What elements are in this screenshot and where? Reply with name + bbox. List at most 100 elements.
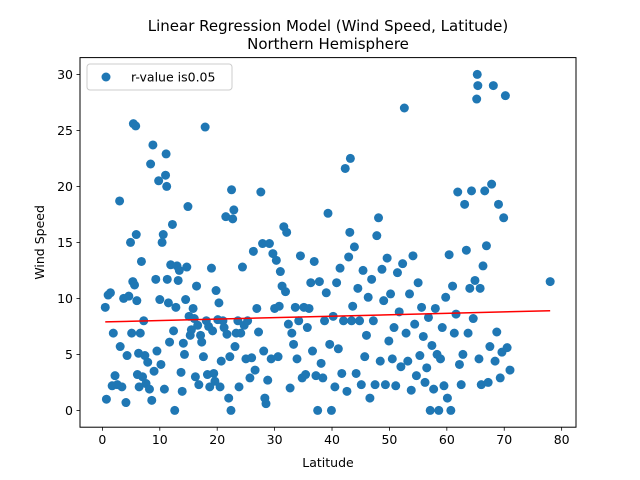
scatter-point <box>487 179 497 189</box>
scatter-point <box>451 309 461 319</box>
scatter-point <box>391 381 401 391</box>
scatter-point <box>158 230 168 240</box>
scatter-point <box>263 375 273 385</box>
scatter-point <box>465 283 475 293</box>
scatter-point <box>256 187 266 197</box>
scatter-point <box>161 149 171 159</box>
scatter-point <box>146 159 156 169</box>
scatter-point <box>194 380 204 390</box>
scatter-point <box>193 320 203 330</box>
scatter-point <box>365 393 375 403</box>
legend-label: r-value is0.05 <box>131 70 215 85</box>
scatter-point <box>418 331 428 341</box>
scatter-point <box>259 346 269 356</box>
y-tick-label: 10 <box>57 291 73 306</box>
scatter-point <box>429 384 439 394</box>
scatter-point <box>143 357 153 367</box>
scatter-point <box>403 356 413 366</box>
y-axis-ticks: 0 5 10 15 20 25 30 <box>57 67 80 418</box>
scatter-point <box>380 380 390 390</box>
scatter-point <box>505 365 515 375</box>
scatter-point <box>321 288 331 298</box>
scatter-point <box>446 405 456 415</box>
scatter-point <box>488 81 498 91</box>
scatter-point <box>386 289 396 299</box>
scatter-point <box>290 302 300 312</box>
scatter-point <box>171 302 181 312</box>
scatter-point <box>453 187 463 197</box>
scatter-point <box>136 256 146 266</box>
scatter-point <box>340 163 350 173</box>
scatter-point <box>162 181 172 191</box>
scatter-point <box>318 373 328 383</box>
scatter-point <box>167 219 177 229</box>
scatter-point <box>155 295 165 305</box>
scatter-point <box>355 316 365 326</box>
scatter-series <box>100 69 555 415</box>
scatter-point <box>441 292 451 302</box>
scatter-point <box>236 328 246 338</box>
scatter-point <box>169 326 179 336</box>
scatter-point <box>126 237 136 247</box>
legend-box <box>86 63 233 91</box>
scatter-point <box>130 280 140 290</box>
scatter-point <box>105 288 115 298</box>
scatter-point <box>387 354 397 364</box>
scatter-point <box>474 354 484 364</box>
scatter-point <box>292 354 302 364</box>
scatter-point <box>411 371 421 381</box>
scatter-point <box>216 356 226 366</box>
scatter-point <box>478 261 488 271</box>
scatter-point <box>472 94 482 104</box>
scatter-point <box>221 212 231 222</box>
scatter-point <box>306 278 316 288</box>
scatter-point <box>250 365 260 375</box>
scatter-point <box>417 302 427 312</box>
scatter-point <box>405 289 415 299</box>
scatter-point <box>448 281 458 291</box>
scatter-point <box>100 302 110 312</box>
scatter-point <box>200 122 210 132</box>
scatter-point <box>458 349 468 359</box>
scatter-point <box>283 319 293 329</box>
y-tick-label: 25 <box>57 123 73 138</box>
scatter-point <box>444 250 454 260</box>
scatter-point <box>261 399 271 409</box>
scatter-point <box>115 342 125 352</box>
scatter-point <box>389 323 399 333</box>
scatter-point <box>406 385 416 395</box>
scatter-point <box>481 241 491 251</box>
scatter-point <box>494 199 503 209</box>
scatter-point <box>415 351 425 361</box>
scatter-point <box>225 352 235 362</box>
scatter-point <box>190 372 200 382</box>
x-axis-label: Latitude <box>302 455 354 470</box>
scatter-point <box>173 275 183 285</box>
scatter-point <box>149 366 159 376</box>
scatter-point <box>408 251 418 261</box>
scatter-point <box>345 153 355 163</box>
scatter-point <box>186 325 196 335</box>
scatter-point <box>460 199 470 209</box>
scatter-point <box>384 336 394 346</box>
scatter-point <box>196 330 206 340</box>
scatter-point <box>353 283 363 293</box>
scatter-point <box>545 277 555 287</box>
scatter-point <box>121 398 131 408</box>
scatter-point <box>176 367 186 377</box>
scatter-point <box>358 265 368 275</box>
scatter-point <box>347 316 357 326</box>
scatter-point <box>152 346 162 356</box>
scatter-point <box>197 337 207 347</box>
scatter-point <box>425 405 435 415</box>
scatter-point <box>308 346 317 356</box>
scatter-point <box>163 298 173 308</box>
scatter-point <box>326 405 336 415</box>
scatter-point <box>285 383 295 393</box>
y-tick-label: 0 <box>65 403 73 418</box>
scatter-point <box>439 381 449 391</box>
scatter-point <box>162 274 172 284</box>
y-tick-label: 30 <box>57 67 73 82</box>
scatter-point <box>157 237 167 247</box>
